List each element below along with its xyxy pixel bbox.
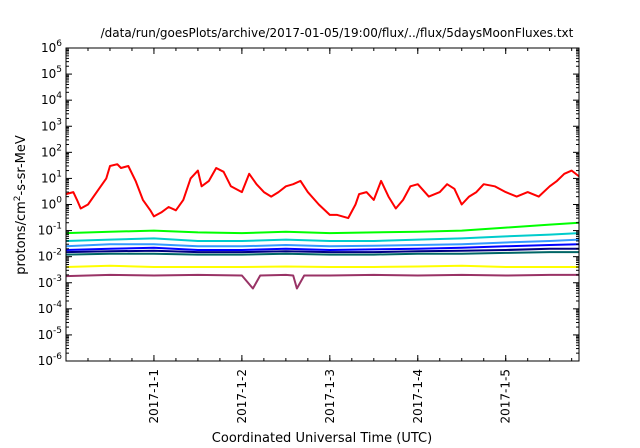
y-axis: 10-6 10-5 10-4 10-3 10-2 10-1 100 101 102 103 104 1… — [38, 39, 579, 368]
x-tick-label: 2017-1-2 — [235, 369, 249, 423]
y-tick-label: 10-5 — [38, 326, 62, 342]
x-tick-label: 2017-1-4 — [411, 369, 425, 423]
y-axis-title-prefix: protons/cm — [14, 201, 29, 275]
y-axis-title-suffix: -s-sr-MeV — [14, 135, 29, 195]
x-axis: 2017-1-1 2017-1-2 2017-1-3 2017-1-4 2017-1-5 — [65, 48, 573, 423]
series-line-9 — [65, 273, 579, 290]
y-tick-label: 100 — [41, 196, 62, 212]
x-axis-title: Coordinated Universal Time (UTC) — [212, 431, 432, 446]
y-tick-label: 10-2 — [38, 248, 62, 264]
y-tick-label: 106 — [41, 39, 62, 55]
x-tick-label: 2017-1-1 — [147, 369, 161, 423]
series-line-6 — [65, 251, 579, 256]
y-axis-title-superscript: 2 — [13, 195, 23, 201]
y-tick-label: 101 — [41, 169, 62, 185]
chart-title: /data/run/goesPlots/archive/2017-01-05/1… — [101, 26, 574, 40]
y-axis-title: protons/cm2-s-sr-MeV — [13, 135, 29, 275]
y-tick-label: 105 — [41, 65, 62, 81]
y-tick-label: 102 — [41, 143, 62, 159]
y-tick-label: 10-6 — [38, 352, 63, 368]
series-line-3 — [65, 232, 580, 242]
series-line-5 — [65, 243, 580, 251]
y-tick-label: 10-3 — [38, 274, 62, 290]
series-line-2 — [65, 221, 580, 235]
x-tick-label: 2017-1-3 — [323, 369, 337, 423]
y-tick-label: 104 — [41, 91, 62, 107]
series-line-4 — [65, 238, 580, 248]
y-tick-label: 10-4 — [38, 300, 63, 316]
x-tick-label: 2017-1-5 — [499, 369, 513, 423]
series-line-1 — [65, 163, 580, 220]
series-layer — [65, 163, 580, 290]
series-line-8 — [65, 264, 579, 268]
plot-frame — [65, 47, 580, 362]
y-tick-label: 103 — [41, 117, 62, 133]
series-line-7 — [65, 247, 579, 254]
y-tick-label: 10-1 — [38, 222, 62, 238]
